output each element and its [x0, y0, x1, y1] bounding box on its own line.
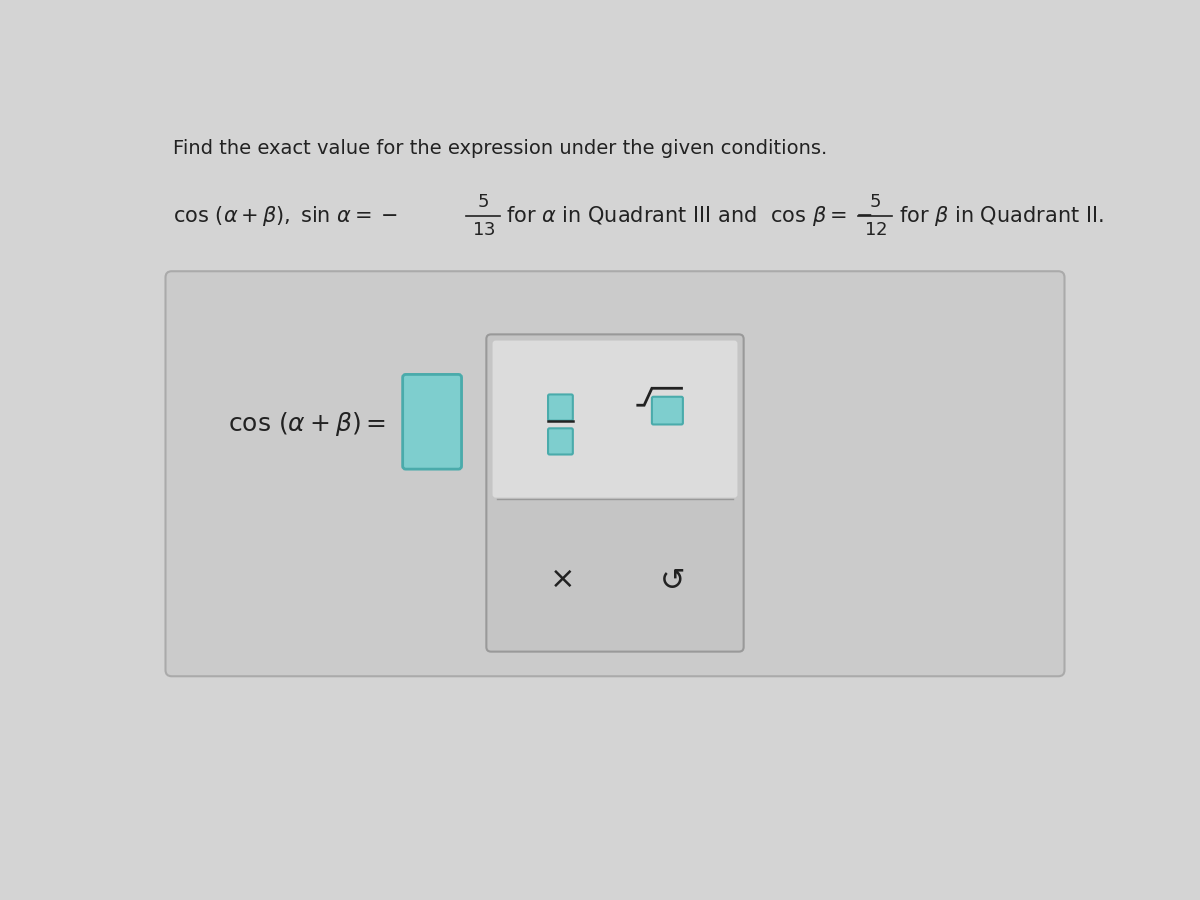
- Text: for $\alpha$ in Quadrant III and  $\cos\,\beta=-$: for $\alpha$ in Quadrant III and $\cos\,…: [506, 203, 872, 228]
- FancyBboxPatch shape: [548, 394, 572, 420]
- Text: $\times$: $\times$: [548, 564, 572, 594]
- Text: $\circlearrowleft$: $\circlearrowleft$: [654, 564, 685, 594]
- Text: $12$: $12$: [864, 220, 887, 238]
- Text: $\cos\,(\alpha+\beta),\;\sin\,\alpha=-$: $\cos\,(\alpha+\beta),\;\sin\,\alpha=-$: [173, 203, 398, 228]
- Text: $5$: $5$: [870, 193, 881, 211]
- Text: $5$: $5$: [478, 193, 490, 211]
- Text: for $\beta$ in Quadrant II.: for $\beta$ in Quadrant II.: [899, 203, 1104, 228]
- FancyBboxPatch shape: [492, 340, 738, 498]
- Text: $\cos\,(\alpha+\beta)=$: $\cos\,(\alpha+\beta)=$: [228, 410, 385, 437]
- Text: $13$: $13$: [472, 220, 494, 238]
- FancyBboxPatch shape: [403, 374, 462, 469]
- FancyBboxPatch shape: [652, 397, 683, 425]
- FancyBboxPatch shape: [166, 271, 1064, 676]
- Text: Find the exact value for the expression under the given conditions.: Find the exact value for the expression …: [173, 139, 828, 158]
- FancyBboxPatch shape: [548, 428, 572, 454]
- FancyBboxPatch shape: [486, 335, 744, 652]
